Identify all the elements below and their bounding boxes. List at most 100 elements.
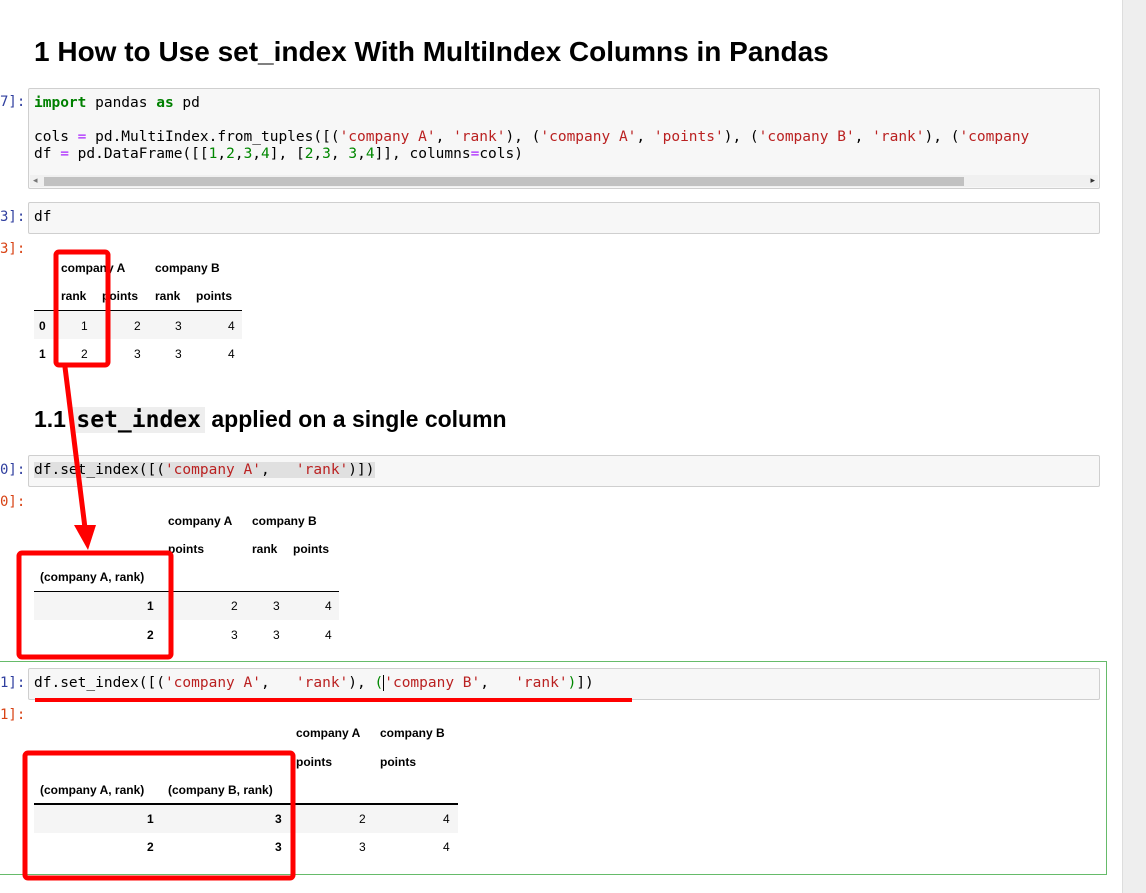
code-token: ( (374, 675, 384, 691)
horizontal-scrollbar[interactable]: ◂ ▸ (30, 175, 1098, 187)
selected-cell-border (0, 661, 1107, 875)
code-token: , (260, 462, 296, 478)
col-header: company B (252, 514, 317, 528)
code-token: df.set_index([( (34, 462, 165, 478)
col-header: points (196, 289, 232, 303)
code-token: 2 (226, 146, 235, 162)
row-index: 2 (147, 840, 154, 854)
code-token: 'company (959, 129, 1030, 145)
code-token: 2 (304, 146, 314, 162)
code-token: cols (34, 129, 78, 145)
scroll-right-icon[interactable]: ▸ (1090, 175, 1095, 185)
code-token: , (480, 675, 516, 691)
code-line (34, 112, 1029, 129)
cell: 3 (273, 628, 280, 642)
code-token: ]], columns (374, 146, 471, 162)
row-index: 1 (39, 347, 46, 361)
cell4-in-prompt: 1]: (0, 675, 26, 691)
scroll-left-icon[interactable]: ◂ (33, 175, 38, 185)
code-token: ) (567, 675, 577, 691)
cell: 2 (359, 812, 366, 826)
code-token: = (77, 129, 87, 145)
code-line: df (34, 209, 51, 226)
arrow-head-icon (74, 525, 96, 550)
cell1-in-prompt: 7]: (0, 94, 26, 110)
code-token: pd (173, 95, 200, 111)
col-header: points (296, 755, 332, 769)
code-token: pandas (86, 95, 157, 111)
cell3-out-prompt: 0]: (0, 494, 26, 510)
code-line: df.set_index([('company A', 'rank'), ('c… (34, 675, 594, 692)
page-scrollbar-area[interactable] (1122, 0, 1146, 893)
code-token: , (252, 146, 262, 162)
cell: 4 (228, 319, 235, 333)
code-token: ), ( (924, 129, 960, 145)
cell: 3 (273, 599, 280, 613)
code-line: import pandas as pd (34, 95, 1029, 112)
code-token: ), ( (505, 129, 541, 145)
code-token: 'rank' (453, 129, 506, 145)
code-input[interactable]: import pandas as pd cols = pd.MultiIndex.… (34, 95, 1029, 163)
code-token: df.set_index([( (34, 675, 165, 691)
code-token: as (156, 95, 174, 111)
code-token: ]) (576, 675, 594, 691)
code-cell-3[interactable]: df.set_index([('company A', 'rank')]) (28, 455, 1100, 487)
code-token: ], [ (269, 146, 305, 162)
code-token: , (435, 129, 454, 145)
cell: 1 (81, 319, 88, 333)
col-header: company A (296, 726, 361, 740)
code-token: 'rank' (515, 675, 568, 691)
col-header: points (293, 542, 329, 556)
code-token: 'company A' (164, 675, 261, 691)
cell: 3 (359, 840, 366, 854)
code-token: cols) (479, 146, 523, 162)
code-cell-1[interactable]: import pandas as pd cols = pd.MultiIndex.… (28, 88, 1100, 189)
code-token: df (34, 209, 52, 225)
col-header: rank (61, 289, 87, 303)
col-header: points (168, 542, 204, 556)
code-token: 'points' (653, 129, 724, 145)
cell: 3 (134, 347, 141, 361)
cell3-in-prompt: 0]: (0, 462, 26, 478)
heading-2-text: applied on a single column (211, 406, 507, 432)
code-input[interactable]: df.set_index([('company A', 'rank')]) (34, 462, 375, 479)
code-cell-4[interactable]: df.set_index([('company A', 'rank'), ('c… (28, 668, 1100, 700)
heading-2-code: set_index (72, 407, 205, 433)
code-token: , (636, 129, 654, 145)
cell: 3 (175, 319, 182, 333)
code-token: 'company B' (758, 129, 855, 145)
cell: 4 (228, 347, 235, 361)
code-token: )]) (348, 462, 375, 478)
row-index: 2 (147, 628, 154, 642)
row-index: 1 (147, 812, 154, 826)
cell: 4 (443, 812, 450, 826)
code-token: , (234, 146, 244, 162)
code-token: pd.MultiIndex.from_tuples([( (86, 129, 340, 145)
row-index: 3 (275, 840, 282, 854)
cell2-in-prompt: 3]: (0, 209, 26, 225)
code-token: 4 (365, 146, 375, 162)
code-cell-2[interactable]: df (28, 202, 1100, 234)
code-input[interactable]: df.set_index([('company A', 'rank'), ('c… (34, 675, 594, 692)
row-index: 3 (275, 812, 282, 826)
arrow-line (62, 366, 88, 529)
code-token: 4 (261, 146, 270, 162)
col-header: company B (155, 261, 220, 275)
cell: 4 (325, 628, 332, 642)
heading-1: 1 How to Use set_index With MultiIndex C… (34, 36, 829, 67)
code-token: 'rank' (295, 462, 349, 478)
row-index: 1 (147, 599, 154, 613)
code-token: 'company A' (339, 129, 436, 145)
code-token: , (357, 146, 366, 162)
cell: 2 (81, 347, 88, 361)
code-token: 3 (348, 146, 358, 162)
index-name: (company A, rank) (40, 783, 145, 797)
code-token: 'company B' (384, 675, 481, 691)
scrollbar-thumb[interactable] (44, 177, 964, 186)
code-token: = (470, 146, 480, 162)
code-token: , (313, 146, 323, 162)
code-input[interactable]: df (34, 209, 51, 226)
code-token: = (60, 146, 69, 162)
code-token: , (217, 146, 227, 162)
col-header: company A (168, 514, 233, 528)
